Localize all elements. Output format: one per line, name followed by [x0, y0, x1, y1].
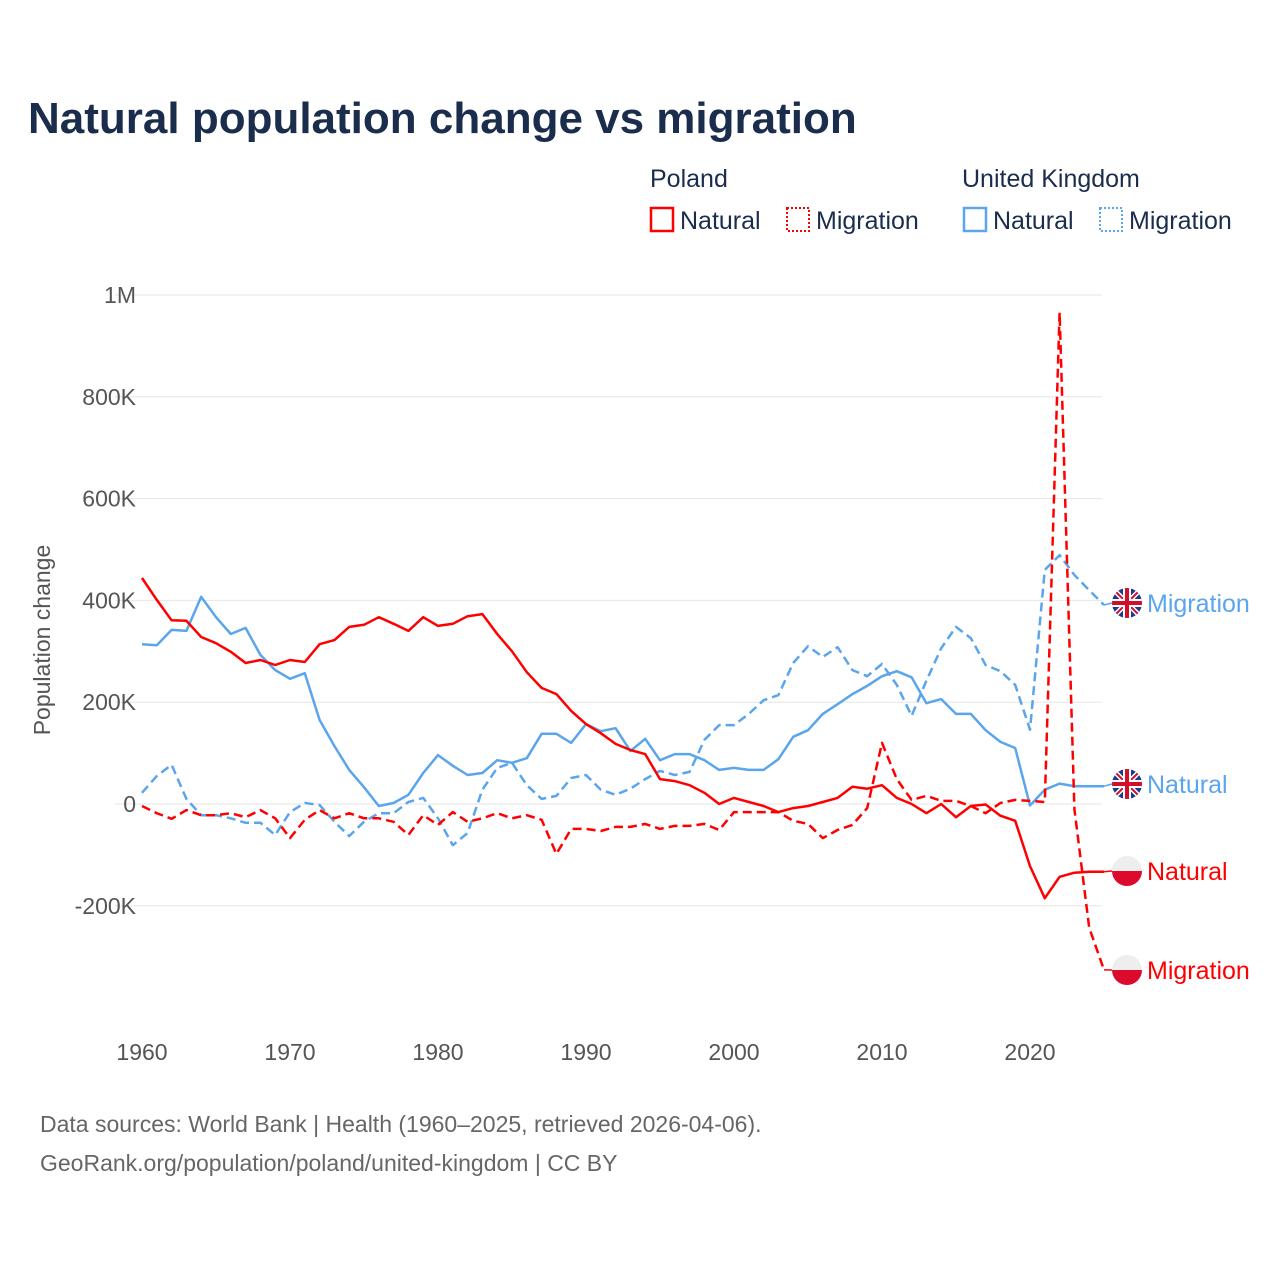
x-tick-label: 1960 [116, 1039, 167, 1065]
legend-swatch-poland-natural [649, 206, 675, 233]
y-tick-label: 600K [82, 486, 136, 512]
x-tick-label: 2000 [708, 1039, 759, 1065]
legend-item-poland-migration[interactable]: Migration [816, 207, 919, 235]
chart-title: Natural population change vs migration [28, 94, 857, 143]
y-tick-label: 400K [82, 587, 136, 613]
x-tick-label: 2010 [856, 1039, 907, 1065]
end-label-connector [1103, 870, 1113, 873]
legend-group-uk: United Kingdom [962, 165, 1140, 193]
end-label-united-kingdom-migration: Migration [1147, 590, 1250, 618]
footer-link[interactable]: GeoRank.org/population/poland/united-kin… [40, 1150, 618, 1176]
gridlines [115, 294, 1102, 907]
legend-group-poland: Poland [650, 165, 728, 193]
poland-flag-icon [1112, 856, 1142, 886]
x-tick-label: 1980 [412, 1039, 463, 1065]
legend-swatch-poland-migration [786, 207, 810, 232]
end-label-united-kingdom-natural: Natural [1147, 771, 1228, 799]
footer-sources: Data sources: World Bank | Health (1960–… [40, 1111, 762, 1137]
series-line-poland-natural[interactable] [140, 577, 1104, 900]
end-label-connector [1103, 602, 1113, 606]
end-labels: Natural Migration Natural Migration [1103, 588, 1250, 985]
uk-flag-icon [1112, 769, 1142, 799]
y-tick-label: 800K [82, 384, 136, 410]
y-axis-label: Population change [29, 545, 55, 736]
y-tick-label: 1M [104, 282, 136, 308]
series-line-poland-migration[interactable] [141, 311, 1106, 971]
x-tick-labels: 1960 1970 1980 1990 2000 2010 2020 [116, 1039, 1055, 1065]
series-line-united-kingdom-migration[interactable] [141, 553, 1105, 847]
legend-swatch-uk-migration [1099, 207, 1123, 232]
y-tick-label: 200K [82, 689, 136, 715]
legend-item-uk-natural[interactable]: Natural [993, 207, 1074, 235]
y-tick-labels: 1M 800K 600K 400K 200K 0 -200K [75, 282, 137, 919]
series-lines [140, 311, 1106, 971]
y-tick-label: 0 [123, 791, 136, 817]
legend-item-uk-migration[interactable]: Migration [1129, 207, 1232, 235]
legend-swatch-uk-natural [962, 206, 988, 233]
x-tick-label: 1970 [264, 1039, 315, 1065]
legend-item-poland-natural[interactable]: Natural [680, 207, 761, 235]
end-label-poland-migration: Migration [1147, 957, 1250, 985]
end-label-poland-natural: Natural [1147, 858, 1228, 886]
x-tick-label: 2020 [1004, 1039, 1055, 1065]
y-tick-label: -200K [75, 893, 137, 919]
uk-flag-icon [1112, 588, 1142, 618]
end-label-connector [1103, 783, 1113, 787]
poland-flag-icon [1112, 955, 1142, 985]
x-tick-label: 1990 [560, 1039, 611, 1065]
series-line-united-kingdom-natural[interactable] [141, 595, 1104, 808]
legend: Poland Natural Migration United Kingdom … [649, 165, 1232, 235]
